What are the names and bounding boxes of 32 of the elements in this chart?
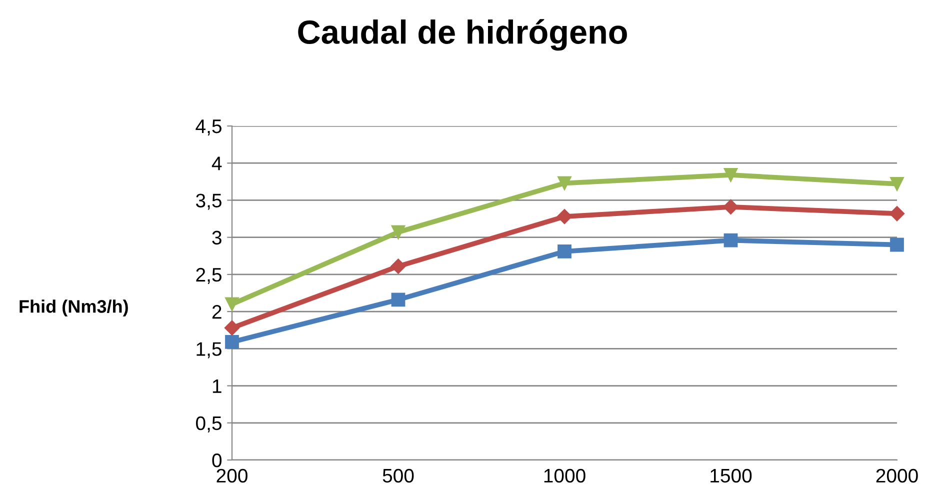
y-tick-label: 1 [212,379,222,393]
point [558,176,572,190]
x-tick-label: 1000 [544,468,586,483]
x-tick-label: 2000 [876,468,918,483]
point [890,238,904,252]
point [890,176,904,191]
x-tick-label: 200 [216,468,248,483]
y-axis-title: Fhid (Nm3/h) [20,300,128,316]
y-tick-label: 4,5 [196,120,222,136]
point [889,206,905,222]
point [391,292,406,307]
point [224,320,240,336]
point [225,297,239,312]
y-tick-label: 2 [212,305,222,319]
point [558,244,572,258]
y-tick-label: 0,5 [196,416,222,432]
point [724,168,738,182]
point [391,225,406,240]
y-tick-label: 3 [212,230,222,245]
y-tick-label: 4 [212,156,222,170]
x-tick-label: 1500 [710,468,752,483]
point [556,208,572,224]
point [225,335,239,349]
y-tick-label: 1,5 [196,342,222,358]
y-tick-label: 3,5 [196,194,222,210]
chart-title: Caudal de hidrógeno [298,19,627,51]
point [390,258,406,274]
point [724,233,738,248]
point [723,199,738,214]
y-tick-label: 0 [212,453,222,468]
x-tick-label: 500 [382,468,414,483]
y-tick-label: 2,5 [196,268,222,284]
